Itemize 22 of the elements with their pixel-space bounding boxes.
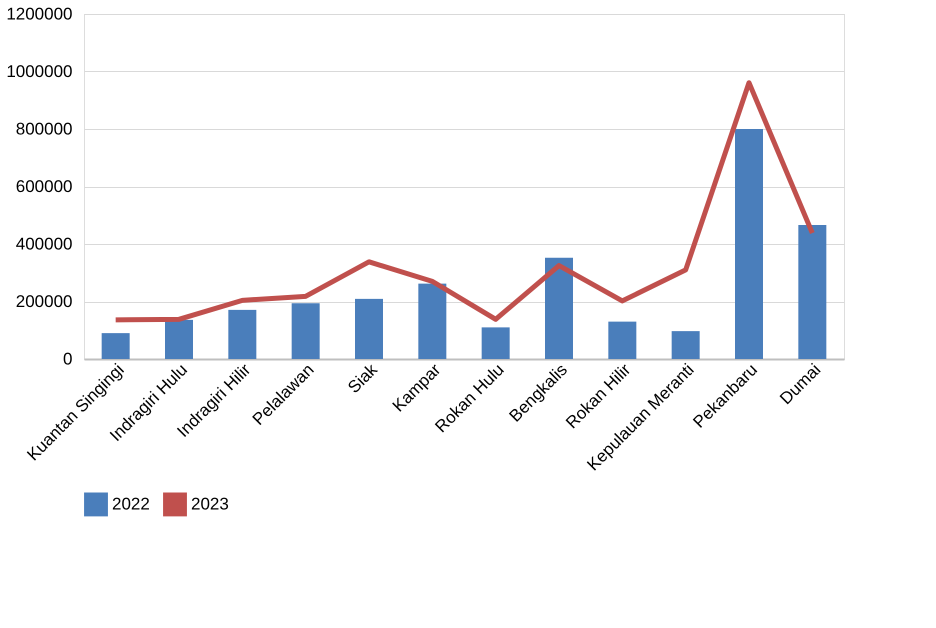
legend-label: 2022 xyxy=(112,494,150,514)
y-tick-label: 1000000 xyxy=(6,62,72,81)
bar xyxy=(418,284,446,359)
bar xyxy=(482,327,510,359)
bar xyxy=(228,310,256,359)
bar xyxy=(608,322,636,359)
y-tick-label: 600000 xyxy=(16,177,72,196)
bar xyxy=(165,320,193,359)
bar xyxy=(545,258,573,359)
y-tick-label: 800000 xyxy=(16,120,72,138)
bar xyxy=(102,333,130,359)
legend-label: 2023 xyxy=(191,494,229,514)
y-tick-label: 400000 xyxy=(16,234,72,254)
x-tick-label: Siak xyxy=(344,360,382,397)
bar xyxy=(292,303,320,359)
bar xyxy=(672,331,700,359)
bar xyxy=(735,129,763,359)
bar xyxy=(798,225,826,359)
y-tick-label: 1200000 xyxy=(6,4,72,24)
y-tick-label: 200000 xyxy=(16,292,72,311)
bar xyxy=(355,298,383,359)
y-tick-label: 0 xyxy=(63,350,72,368)
